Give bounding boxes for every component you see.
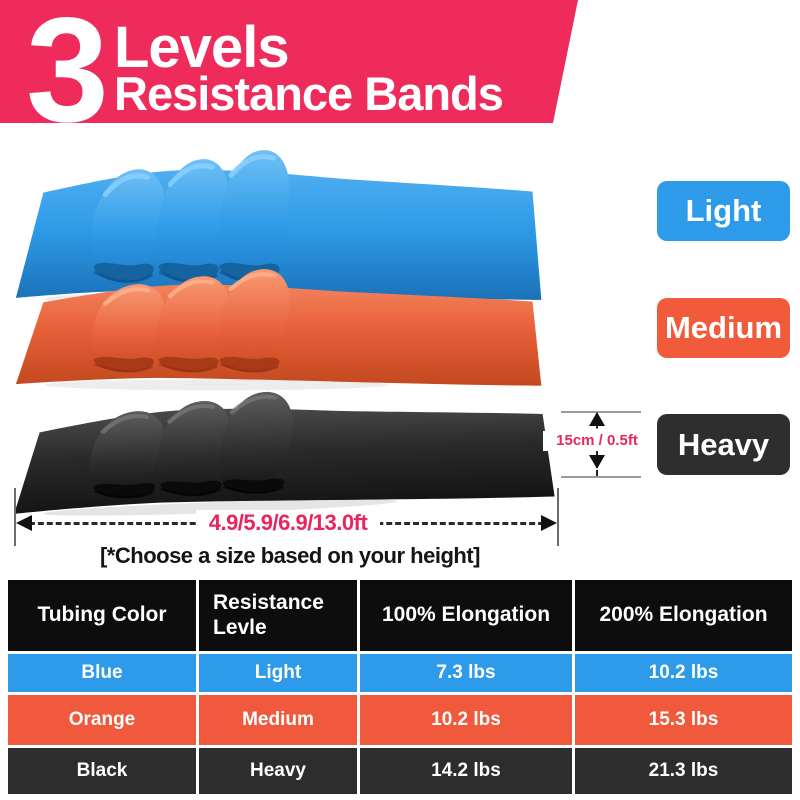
level-badge-heavy: Heavy — [657, 414, 790, 475]
band-fold-highlight — [167, 279, 215, 298]
band-fold-highlight — [102, 287, 150, 306]
band-fold-shadow — [93, 490, 155, 499]
band-ground-shadow — [43, 499, 397, 516]
band-fold — [157, 401, 231, 492]
band-fold-highlight — [228, 272, 276, 291]
band-fold-shadow — [158, 363, 218, 373]
band-fold-highlight — [102, 173, 150, 198]
dimension-end-line — [557, 488, 559, 546]
arrow-down-icon — [589, 455, 605, 469]
band-fold-highlight — [229, 394, 278, 415]
size-note: [*Choose a size based on your height] — [99, 543, 481, 568]
band-fold — [92, 284, 164, 368]
height-dimension-label: 15cm / 0.5ft — [543, 431, 651, 451]
band-fold — [220, 391, 293, 490]
level-badge-light: Light — [657, 181, 790, 241]
spec-table: Tubing Color Resistance Levle 100% Elong… — [8, 580, 792, 794]
band-fold — [217, 150, 290, 277]
table-cell-color: Black — [8, 748, 196, 794]
arrow-up-icon — [589, 412, 605, 426]
resistance-band-orange: FRENRANNING MEDIUM ●●○ — [15, 269, 542, 391]
header-banner: 3 Levels Resistance Bands — [0, 0, 578, 123]
band-fold — [156, 276, 229, 368]
table-header-200-elongation: 200% Elongation — [575, 580, 792, 651]
band-fold-shadow — [93, 271, 153, 283]
table-cell-e100: 7.3 lbs — [360, 654, 572, 692]
resistance-band-blue: FRENRANNING LIGTH ●○○ — [15, 150, 542, 306]
band-fold-highlight — [167, 163, 215, 188]
table-header-resistance-level: Resistance Levle — [199, 580, 357, 651]
table-cell-e200: 15.3 lbs — [575, 695, 792, 745]
length-dimension: 4.9/5.9/6.9/13.0ft — [8, 484, 564, 548]
table-cell-e100: 14.2 lbs — [360, 748, 572, 794]
table-cell-color: Blue — [8, 654, 196, 692]
dimension-end-line — [14, 488, 16, 546]
height-dimension: 15cm / 0.5ft — [543, 403, 655, 487]
table-cell-e200: 10.2 lbs — [575, 654, 792, 692]
band-fold-shadow — [160, 488, 222, 497]
band-fold-highlight — [167, 404, 216, 424]
table-cell-e100: 10.2 lbs — [360, 695, 572, 745]
band-fold-shadow — [219, 363, 279, 373]
band-fold-shadow — [223, 485, 284, 494]
band-fold — [90, 411, 164, 495]
band-fold-highlight — [100, 414, 149, 434]
table-cell-level: Medium — [199, 695, 357, 745]
table-cell-level: Heavy — [199, 748, 357, 794]
table-cell-level: Light — [199, 654, 357, 692]
band-fold — [217, 269, 290, 368]
table-cell-color: Orange — [8, 695, 196, 745]
table-header-tubing-color: Tubing Color — [8, 580, 196, 651]
band-fold — [92, 169, 164, 277]
arrow-right-icon — [541, 515, 557, 531]
arrow-left-icon — [16, 515, 32, 531]
level-badge-medium: Medium — [657, 298, 790, 358]
band-fold — [156, 159, 229, 277]
resistance-band-black: FRENRANNING HEAVY ●●● — [14, 391, 555, 516]
band-ground-shadow — [44, 379, 389, 391]
big-number: 3 — [26, 0, 109, 153]
band-fold-shadow — [93, 363, 153, 373]
band-fold-highlight — [228, 154, 276, 178]
table-header-100-elongation: 100% Elongation — [360, 580, 572, 651]
title-resistance-bands: Resistance Bands — [114, 67, 504, 120]
title-levels: Levels — [114, 15, 290, 80]
dimension-cap-line — [561, 476, 641, 478]
length-dimension-label: 4.9/5.9/6.9/13.0ft — [196, 510, 380, 536]
table-cell-e200: 21.3 lbs — [575, 748, 792, 794]
